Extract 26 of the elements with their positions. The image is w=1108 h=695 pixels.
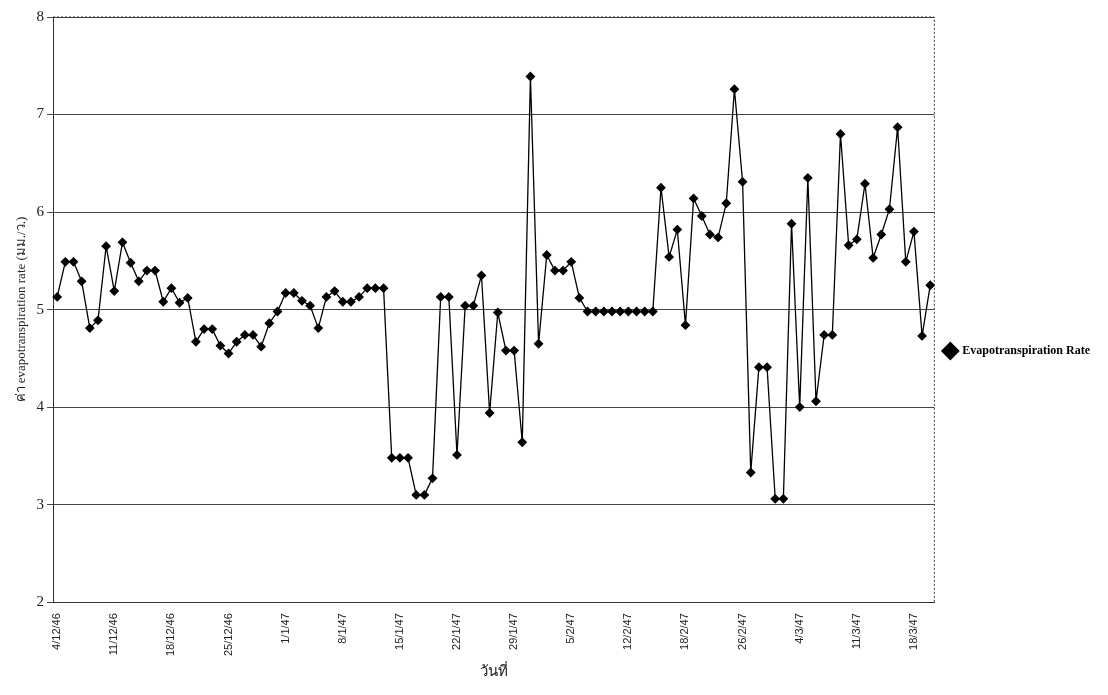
x-tick-label: 5/2/47 — [564, 613, 577, 644]
y-tick-label: 3 — [36, 495, 45, 512]
x-tick-label: 1/1/47 — [278, 613, 291, 644]
x-tick-label: 26/2/47 — [735, 613, 748, 650]
x-tick-label: 8/1/47 — [335, 613, 348, 644]
x-axis-title: วันที่ — [479, 659, 508, 679]
y-tick-label: 6 — [36, 203, 45, 219]
x-tick-label: 11/3/47 — [849, 613, 862, 650]
x-tick-label: 4/3/47 — [792, 613, 805, 644]
x-tick-label: 18/12/46 — [164, 613, 177, 657]
x-tick-label: 18/2/47 — [678, 613, 691, 650]
x-tick-label: 18/3/47 — [906, 613, 919, 650]
x-tick-label: 15/1/47 — [392, 613, 405, 650]
x-tick-label: 11/12/46 — [107, 613, 120, 656]
y-tick-label: 4 — [36, 398, 45, 415]
y-axis-title: ค่า evapotranspiration rate (มม./ว.) — [13, 216, 29, 403]
y-tick-label: 8 — [36, 7, 45, 24]
x-tick-label: 29/1/47 — [507, 613, 520, 650]
x-tick-label: 25/12/46 — [221, 613, 234, 657]
legend-label: Evapotranspiration Rate — [962, 343, 1091, 358]
x-tick-label: 4/12/46 — [50, 613, 63, 650]
y-tick-label: 5 — [36, 300, 45, 317]
y-tick-label: 7 — [36, 105, 45, 122]
x-tick-label: 22/1/47 — [450, 613, 463, 650]
x-tick-label: 12/2/47 — [621, 613, 634, 650]
y-tick-label: 2 — [36, 593, 45, 610]
